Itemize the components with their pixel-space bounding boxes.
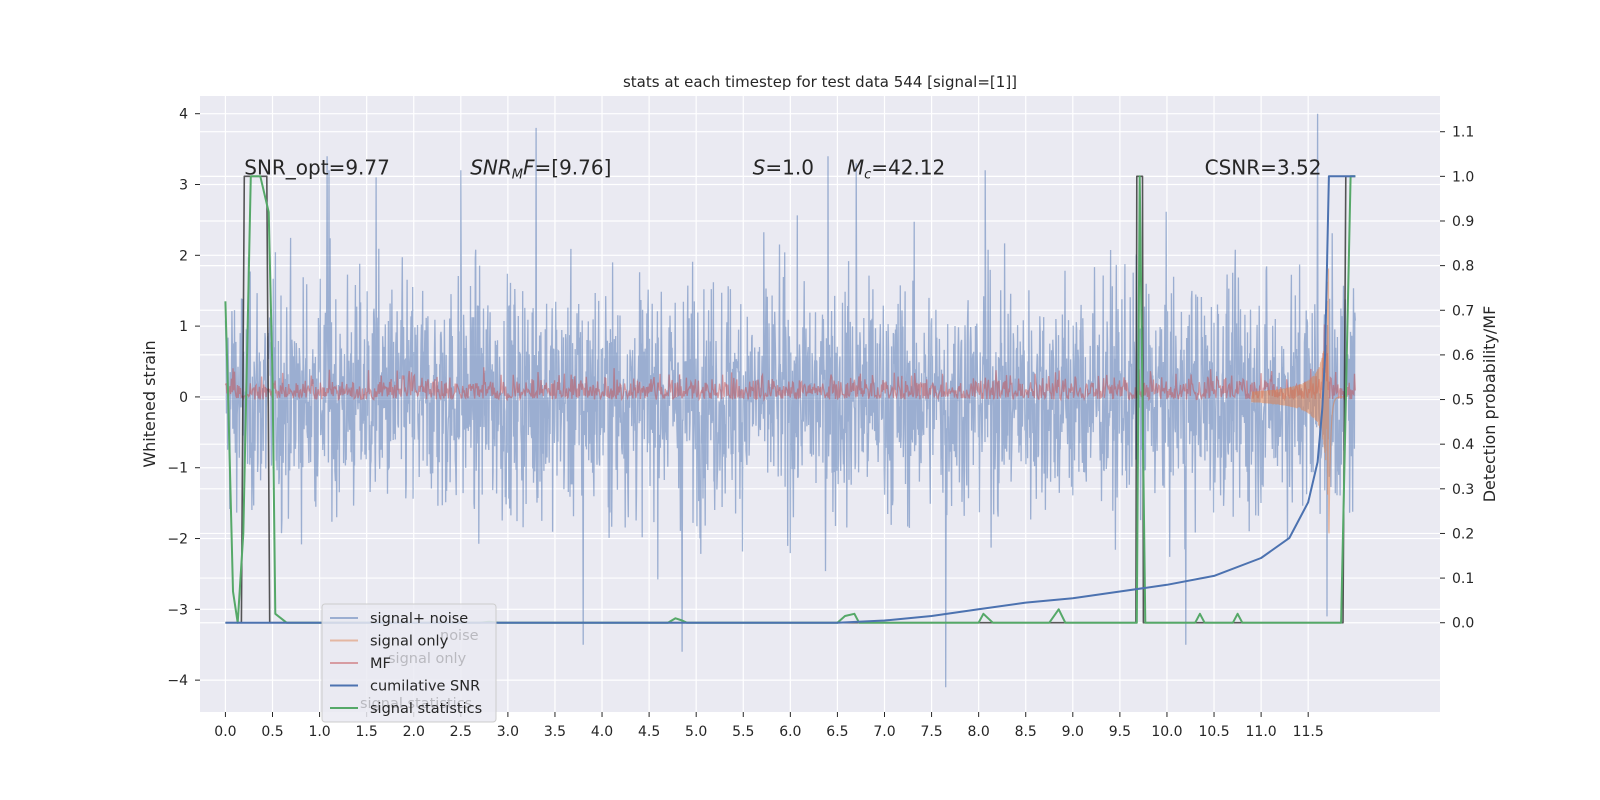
y-axis-label-left: Whitened strain <box>140 340 159 467</box>
annotation-1-part: =[9.76] <box>535 155 612 179</box>
annotation-3-part: c <box>864 167 871 182</box>
x-tick-label-11: 5.5 <box>732 724 754 740</box>
y-left-tick-label-7: 3 <box>179 178 188 194</box>
line-cumilative-snr <box>225 175 1356 624</box>
y-left-tick-label-6: 2 <box>179 248 188 264</box>
x-tick-label-4: 2.0 <box>403 724 425 740</box>
annotation-0: SNR_opt=9.77 <box>244 155 390 179</box>
x-tick-label-9: 4.5 <box>638 724 660 740</box>
y-axis-label-right: Detection probability/MF <box>1480 306 1499 503</box>
x-tick-label-18: 9.0 <box>1062 724 1084 740</box>
y-right-tick-label-11: 1.1 <box>1452 125 1474 141</box>
y-right-tick-label-3: 0.3 <box>1452 482 1474 498</box>
x-tick-label-5: 2.5 <box>450 724 472 740</box>
y-right-tick-label-2: 0.2 <box>1452 526 1474 542</box>
x-tick-label-0: 0.0 <box>214 724 236 740</box>
x-tick-label-22: 11.0 <box>1246 724 1277 740</box>
y-right-tick-label-4: 0.4 <box>1452 437 1474 453</box>
line-signal-only <box>1251 268 1346 534</box>
y-left-tick-label-3: −1 <box>167 461 188 477</box>
series-layer <box>224 113 1356 688</box>
x-tick-label-23: 11.5 <box>1293 724 1324 740</box>
annotations: SNR_opt=9.77 SNRMF=[9.76] S=1.0 Mc=42.12 CSN… <box>244 155 1321 182</box>
annotation-2: S=1.0 <box>753 155 814 179</box>
annotation-3-part: M <box>847 155 864 179</box>
x-tick-label-3: 1.5 <box>356 724 378 740</box>
legend-box <box>321 603 497 723</box>
x-tick-label-17: 8.5 <box>1015 724 1037 740</box>
x-tick-label-14: 7.0 <box>873 724 895 740</box>
line-signal-statistics <box>224 175 1356 624</box>
y-right-tick-label-7: 0.7 <box>1452 303 1474 319</box>
annotation-2-part: S <box>753 155 766 179</box>
legend-ghost-2: signal statistics <box>360 696 472 712</box>
series-signal-only <box>1251 268 1346 534</box>
x-tick-label-20: 10.0 <box>1151 724 1182 740</box>
annotation-2-part: =1.0 <box>765 155 814 179</box>
y-right-tick-label-10: 1.0 <box>1452 169 1474 185</box>
x-tick-label-15: 7.5 <box>920 724 942 740</box>
annotation-3: Mc=42.12 <box>847 155 945 182</box>
x-tick-label-7: 3.5 <box>544 724 566 740</box>
y-right-tick-label-9: 0.9 <box>1452 214 1474 230</box>
x-tick-label-12: 6.0 <box>779 724 801 740</box>
chart-title: stats at each timestep for test data 544… <box>623 73 1017 91</box>
legend-label-0: signal+ noise <box>370 611 468 627</box>
line-mf <box>224 324 1356 402</box>
annotation-1-part: SNR <box>470 155 512 179</box>
annotation-1-part: F <box>523 155 535 179</box>
y-left-tick-label-8: 4 <box>179 107 188 123</box>
x-tick-label-2: 1.0 <box>308 724 330 740</box>
y-right-tick-label-0: 0.0 <box>1452 616 1474 632</box>
annotation-4-part: CSNR=3.52 <box>1205 155 1322 179</box>
x-tick-label-16: 8.0 <box>968 724 990 740</box>
y-right-tick-label-1: 0.1 <box>1452 571 1474 587</box>
annotation-4: CSNR=3.52 <box>1205 155 1322 179</box>
x-tick-label-19: 9.5 <box>1109 724 1131 740</box>
x-tick-label-8: 4.0 <box>591 724 613 740</box>
ticks: 0.0 0.5 1.0 1.5 2.0 2.5 3.0 3.5 4.0 4.5 5.0 5.5 6.0 6… <box>167 107 1474 740</box>
x-tick-label-6: 3.0 <box>497 724 519 740</box>
y-left-tick-label-5: 1 <box>179 319 188 335</box>
y-right-tick-label-6: 0.6 <box>1452 348 1474 364</box>
y-left-tick-label-1: −3 <box>167 602 188 618</box>
legend-ghost-0: noise <box>440 628 479 644</box>
x-tick-label-1: 0.5 <box>261 724 283 740</box>
y-right-tick-label-5: 0.5 <box>1452 393 1474 409</box>
x-tick-label-21: 10.5 <box>1198 724 1229 740</box>
y-left-tick-label-4: 0 <box>179 390 188 406</box>
x-tick-label-10: 5.0 <box>685 724 707 740</box>
y-left-tick-label-2: −2 <box>167 532 188 548</box>
x-tick-label-13: 6.5 <box>826 724 848 740</box>
annotation-1: SNRMF=[9.76] <box>470 155 611 182</box>
legend-label-4: signal statistics <box>370 701 482 717</box>
legend-ghost-1: signal only <box>388 651 467 667</box>
annotation-0-part: SNR_opt=9.77 <box>244 155 390 179</box>
annotation-1-part: M <box>512 167 523 182</box>
y-left-tick-label-0: −4 <box>167 673 188 689</box>
legend-label-3: cumilative SNR <box>370 679 480 695</box>
series-mf <box>224 324 1356 402</box>
series-signal-statistics <box>224 175 1356 624</box>
legend-label-2: MF <box>370 656 391 672</box>
legend-label-1: signal only <box>370 634 449 650</box>
y-right-tick-label-8: 0.8 <box>1452 259 1474 275</box>
series-cumilative-snr <box>225 175 1356 624</box>
annotation-3-part: =42.12 <box>871 155 945 179</box>
